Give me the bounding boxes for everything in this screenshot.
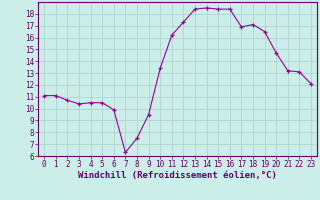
X-axis label: Windchill (Refroidissement éolien,°C): Windchill (Refroidissement éolien,°C) <box>78 171 277 180</box>
